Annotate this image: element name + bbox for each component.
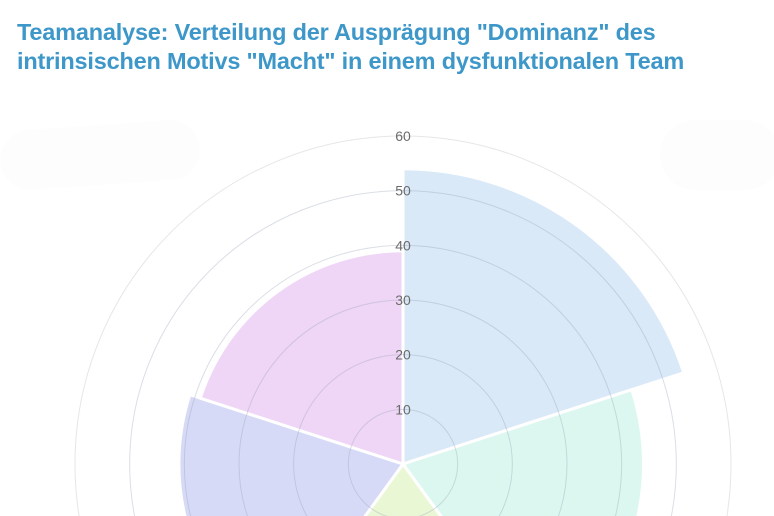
grid-ring xyxy=(347,408,459,516)
radial-tick-labels: 10 20 30 40 50 60 xyxy=(395,128,411,417)
chart-title-line-1: Teamanalyse: Verteilung der Ausprägung "… xyxy=(17,19,656,45)
chart-grid xyxy=(74,135,732,516)
tick-label: 60 xyxy=(395,128,411,144)
tick-label: 30 xyxy=(395,292,411,308)
chart-title: Teamanalyse: Verteilung der Ausprägung "… xyxy=(17,18,757,76)
chart-segment-4[interactable] xyxy=(177,392,406,516)
chart-segment-1[interactable] xyxy=(401,167,686,467)
chart-segment-5[interactable] xyxy=(198,249,405,467)
tick-label: 40 xyxy=(395,237,411,253)
tick-label: 10 xyxy=(395,401,411,417)
chart-title-line-2: intrinsischen Motivs "Macht" in einem dy… xyxy=(17,48,685,74)
grid-ring xyxy=(238,299,568,516)
grid-ring xyxy=(129,190,677,516)
chart-segment-3[interactable] xyxy=(363,461,443,516)
tick-label: 50 xyxy=(395,183,411,199)
chart-segment-2[interactable] xyxy=(400,387,646,516)
tick-label: 20 xyxy=(395,347,411,363)
grid-ring xyxy=(183,244,623,516)
grid-ring xyxy=(74,135,732,516)
grid-ring xyxy=(293,354,513,516)
chart-segments xyxy=(177,167,686,516)
background-haze xyxy=(660,120,774,190)
